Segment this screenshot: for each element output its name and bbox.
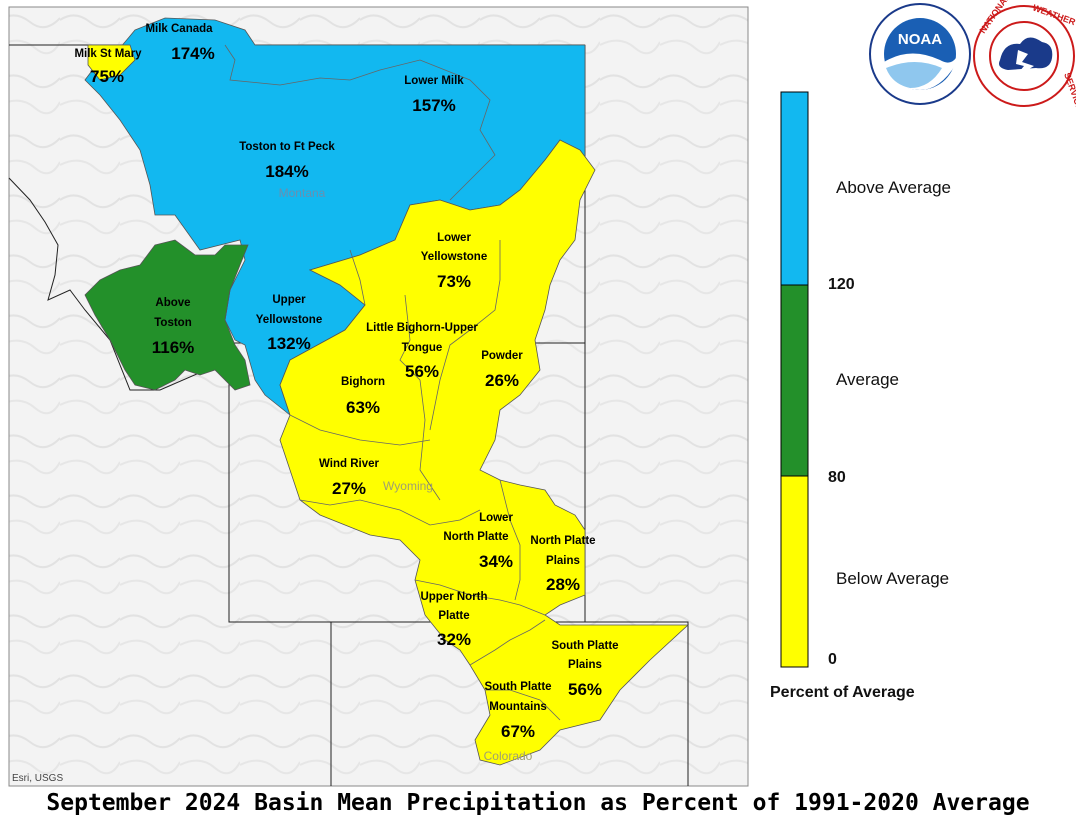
basin-name: Toston to Ft Peck xyxy=(239,141,335,153)
basin-value: 56% xyxy=(568,680,602,699)
basin-label-above-toston: Above Toston 116% xyxy=(152,297,195,357)
basin-value: 184% xyxy=(265,162,308,181)
basin-name-line1: South Platte xyxy=(484,681,551,693)
basin-label-south-platte-plains: South Platte Plains 56% xyxy=(551,640,618,699)
basin-name-line2: Tongue xyxy=(402,342,443,354)
basin-label-lower-north-platte: Lower North Platte 34% xyxy=(443,512,513,571)
basin-label-lower-yellowstone: Lower Yellowstone 73% xyxy=(421,232,487,291)
basin-value: 63% xyxy=(346,398,380,417)
legend-swatch-below xyxy=(780,475,809,668)
basin-label-milk-st-mary: Milk St Mary 75% xyxy=(74,48,142,86)
basin-label-powder: Powder 26% xyxy=(481,350,523,390)
legend-swatch-above xyxy=(780,91,809,286)
basin-value: 157% xyxy=(412,96,455,115)
basin-label-south-platte-mountains: South Platte Mountains 67% xyxy=(484,681,551,741)
basin-label-north-platte-plains: North Platte Plains 28% xyxy=(530,535,595,594)
basin-value: 26% xyxy=(485,371,519,390)
basin-name: Lower Milk xyxy=(404,75,464,87)
basin-label-toston-ft-peck: Toston to Ft Peck 184% xyxy=(239,141,335,181)
basin-name: Bighorn xyxy=(341,376,385,388)
basin-label-upper-north-platte: Upper North Platte 32% xyxy=(420,591,487,649)
basin-name-line1: Lower xyxy=(437,232,471,244)
basin-label-wind-river: Wind River 27% xyxy=(319,458,379,498)
basin-name-line2: Plains xyxy=(546,555,580,567)
basin-value: 28% xyxy=(546,575,580,594)
legend-tick-80: 80 xyxy=(828,469,846,486)
map-title: September 2024 Basin Mean Precipitation … xyxy=(46,790,1030,816)
basin-name: Powder xyxy=(481,350,523,362)
basin-name-line2: Toston xyxy=(154,317,191,329)
legend-tick-0: 0 xyxy=(828,651,837,668)
basin-name: Milk St Mary xyxy=(74,48,142,60)
map-credit: Esri, USGS xyxy=(12,773,64,784)
basin-value: 67% xyxy=(501,722,535,741)
basin-name-line1: North Platte xyxy=(530,535,595,547)
legend-swatch-average xyxy=(780,284,809,477)
basin-name: Wind River xyxy=(319,458,379,470)
state-label-montana: Montana xyxy=(279,186,326,200)
basin-divides xyxy=(224,44,561,721)
basin-value: 73% xyxy=(437,272,471,291)
basin-name: Milk Canada xyxy=(145,23,213,35)
basin-shape-above-toston xyxy=(84,239,251,391)
basin-name-line2: Mountains xyxy=(489,701,547,713)
nws-logo: NATIONAL WEATHER SERVICE xyxy=(973,0,1076,112)
basin-shape-milk-st-mary xyxy=(87,44,136,81)
legend-title: Percent of Average xyxy=(770,684,915,701)
basin-value: 34% xyxy=(479,552,513,571)
basin-name-line1: Lower xyxy=(479,512,513,524)
state-label-colorado: Colorado xyxy=(484,749,533,763)
basin-label-bighorn: Bighorn 63% xyxy=(341,376,385,417)
basin-value: 132% xyxy=(267,334,310,353)
basin-value: 174% xyxy=(171,44,214,63)
svg-text:SERVICE: SERVICE xyxy=(1062,71,1076,111)
state-label-wyoming: Wyoming xyxy=(383,479,433,493)
legend-tick-120: 120 xyxy=(828,276,855,293)
basin-name-line2: Platte xyxy=(438,610,469,622)
basin-name-line2: Yellowstone xyxy=(421,251,487,263)
basin-name-line2: North Platte xyxy=(443,531,508,543)
basin-value: 27% xyxy=(332,479,366,498)
basin-name-line2: Yellowstone xyxy=(256,314,322,326)
basin-name-line1: South Platte xyxy=(551,640,618,652)
legend-label-above: Above Average xyxy=(836,178,951,197)
legend-label-below: Below Average xyxy=(836,569,950,588)
noaa-logo-text: NOAA xyxy=(898,31,942,48)
basins xyxy=(84,17,690,766)
basin-name-line1: Little Bighorn-Upper xyxy=(366,322,478,334)
basin-label-little-bighorn: Little Bighorn-Upper Tongue 56% xyxy=(366,322,478,381)
legend-color-bar xyxy=(780,91,809,668)
idaho-border xyxy=(8,177,230,391)
noaa-logo: NOAA xyxy=(869,3,971,105)
basin-shape-below-region xyxy=(279,139,690,766)
basin-name-line1: Upper North xyxy=(420,591,487,603)
basin-label-milk-canada: Milk Canada 174% xyxy=(145,23,214,63)
basin-label-upper-yellowstone: Upper Yellowstone 132% xyxy=(256,294,322,353)
basin-name-line1: Above xyxy=(155,297,190,309)
basin-label-lower-milk: Lower Milk 157% xyxy=(404,75,464,115)
basin-value: 32% xyxy=(437,630,471,649)
basin-name-line2: Plains xyxy=(568,659,602,671)
basin-name-line1: Upper xyxy=(272,294,306,306)
legend-label-average: Average xyxy=(836,370,900,389)
basin-value: 56% xyxy=(405,362,439,381)
basin-value: 116% xyxy=(152,338,195,357)
basin-value: 75% xyxy=(90,67,124,86)
basin-labels: Milk Canada 174% Milk St Mary 75% Lower … xyxy=(74,23,618,741)
